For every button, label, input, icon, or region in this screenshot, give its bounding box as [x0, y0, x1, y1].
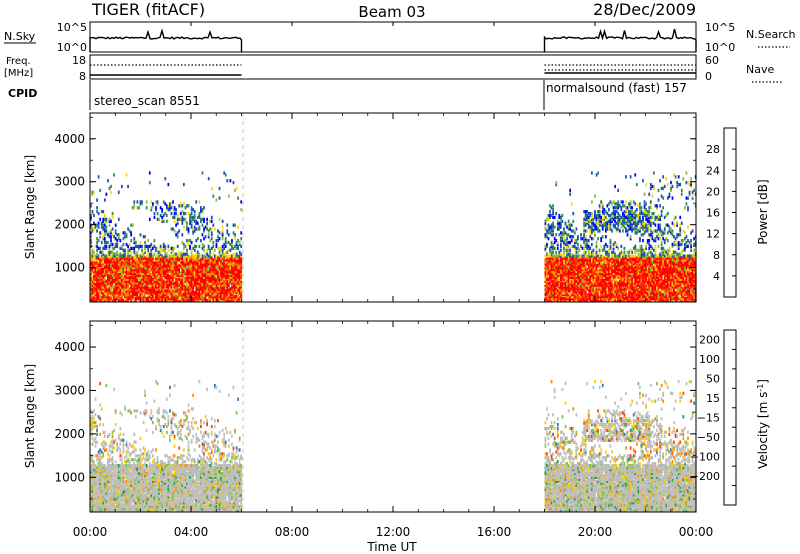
velocity-colorbar-tick: 200 [699, 334, 720, 347]
velocity-colorbar-tick: −50 [697, 431, 720, 444]
power-heatmap [90, 171, 697, 303]
x-axis-label: Time UT [366, 540, 417, 554]
power-colorbar-tick: 24 [706, 164, 720, 177]
freq-tick-bottom: 8 [79, 70, 86, 83]
freq-label-line1: Freq. [6, 56, 31, 67]
y-tick-label: 1000 [54, 470, 85, 484]
nsky-traces [89, 22, 697, 52]
radar-title: TIGER (fitACF) [91, 0, 205, 19]
nave-tick-bottom: 0 [705, 70, 712, 83]
velocity-colorbar-label-main: Velocity [m s [756, 392, 770, 469]
y-tick-label: 2000 [54, 218, 85, 232]
nsky-label: N.Sky [4, 30, 36, 43]
freq-panel-frame [89, 54, 697, 80]
x-tick-label: 20:00 [578, 525, 613, 539]
velocity-colorbar: 200 100 50 15 −15 −50 −100 −200 [690, 329, 737, 506]
power-colorbar-tick: 8 [713, 249, 720, 262]
power-panel: 1000 2000 3000 4000 Slant Range [km] [23, 112, 697, 303]
x-tick-label: 00:00 [73, 525, 108, 539]
power-colorbar-tick: 12 [706, 228, 720, 241]
velocity-colorbar-tick: 50 [706, 373, 720, 386]
x-tick-label: 12:00 [376, 525, 411, 539]
power-colorbar-tick: 20 [706, 185, 720, 198]
nsearch-tick-top: 10^5 [705, 21, 735, 34]
y-tick-label: 3000 [54, 383, 85, 397]
x-tick-label: 16:00 [477, 525, 512, 539]
freq-tick-top: 18 [72, 54, 86, 67]
velocity-colorbar-tick: 15 [706, 392, 720, 405]
cpid-segment-2: normalsound (fast) 157 [546, 81, 687, 95]
freq-traces [90, 64, 696, 76]
velocity-colorbar-tick: −100 [690, 450, 720, 463]
y-tick-label: 2000 [54, 427, 85, 441]
velocity-colorbar-tick: −15 [697, 412, 720, 425]
date-title: 28/Dec/2009 [593, 0, 696, 19]
velocity-x-ticks [89, 321, 697, 512]
velocity-colorbar-tick: 100 [699, 353, 720, 366]
nsky-trace-1 [543, 28, 697, 52]
velocity-ylabel: Slant Range [km] [23, 364, 37, 468]
power-x-ticks [89, 113, 697, 302]
velocity-colorbar-label-end: ] [756, 379, 770, 384]
nsearch-label: N.Search [746, 28, 796, 41]
y-tick-label: 4000 [54, 340, 85, 354]
velocity-panel: 1000 2000 3000 4000 Slant Range [km] [23, 320, 697, 513]
nsky-tick-bottom: 10^0 [57, 41, 87, 54]
power-colorbar-label: Power [dB] [756, 179, 770, 244]
power-y-ticks: 1000 2000 3000 4000 [54, 116, 696, 290]
freq-label-line2: [MHz] [4, 68, 33, 79]
power-colorbar-tick: 28 [706, 143, 720, 156]
velocity-y-ticks: 1000 2000 3000 4000 [54, 324, 696, 500]
nsearch-tick-bottom: 10^0 [705, 41, 735, 54]
velocity-colorbar-label-exp: -1 [756, 384, 765, 392]
velocity-heatmap [90, 379, 697, 513]
y-tick-label: 1000 [54, 261, 85, 275]
x-tick-label: 00:00 [679, 525, 714, 539]
power-colorbar-tick: 4 [713, 270, 720, 283]
x-tick-label: 08:00 [275, 525, 310, 539]
nave-tick-top: 60 [705, 54, 719, 67]
power-colorbar: 4 8 12 16 20 24 28 [706, 127, 737, 298]
power-ylabel: Slant Range [km] [23, 155, 37, 259]
x-tick-label: 04:00 [174, 525, 209, 539]
nave-label: Nave [746, 63, 774, 76]
nsky-trace-0 [89, 28, 243, 52]
x-tick-labels: 00:00 04:00 08:00 12:00 16:00 20:00 00:00 [73, 525, 714, 539]
nsky-tick-top: 10^5 [57, 21, 87, 34]
y-tick-label: 3000 [54, 175, 85, 189]
cpid-segment-1: stereo_scan 8551 [94, 94, 200, 108]
power-colorbar-tick: 16 [706, 207, 720, 220]
velocity-colorbar-tick: −200 [690, 470, 720, 483]
y-tick-label: 4000 [54, 132, 85, 146]
velocity-colorbar-label: Velocity [m s-1] [756, 379, 770, 469]
beam-title: Beam 03 [358, 3, 425, 21]
cpid-label: CPID [8, 87, 37, 100]
